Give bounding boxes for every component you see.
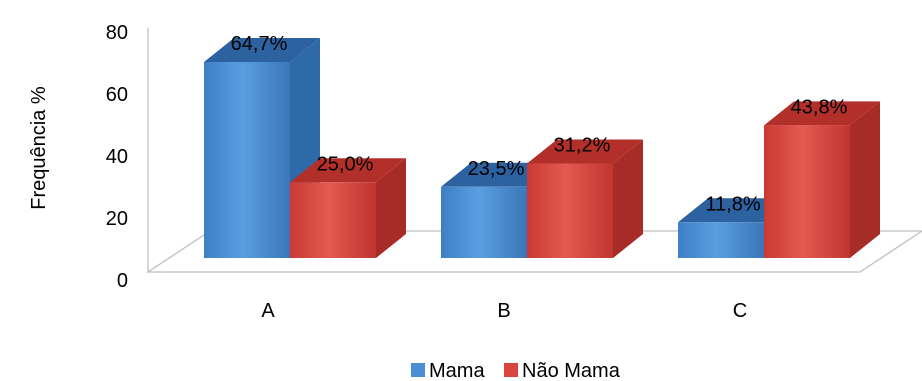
data-label-nao-mama-b: 31,2%: [554, 134, 611, 156]
bar-top-nao-mama-c: [764, 101, 880, 126]
data-label-mama-c: 11,8%: [705, 193, 760, 215]
y-tick-label: 60: [106, 84, 128, 106]
data-label-nao-mama-c: 43,8%: [791, 96, 848, 118]
y-axis-title: Frequência %: [28, 86, 50, 210]
bar-side-nao-mama-b: [613, 139, 643, 258]
bar-mama-b: [441, 186, 527, 258]
bar-mama-a: [204, 62, 290, 258]
legend-label-mama: Mama: [429, 360, 485, 381]
bar-side-nao-mama-a: [376, 158, 406, 258]
data-label-nao-mama-a: 25,0%: [317, 153, 374, 175]
legend-label-nao-mama: Não Mama: [522, 360, 621, 381]
bar-nao-mama-a: [290, 182, 376, 258]
bar-side-nao-mama-c: [850, 101, 880, 259]
y-tick-label: 40: [106, 146, 128, 168]
floor-plane: [145, 230, 922, 273]
category-label-c: C: [733, 300, 747, 322]
x-axis-labels: A B C: [261, 300, 747, 322]
bar-top-nao-mama-a: [290, 158, 406, 183]
category-label-b: B: [497, 300, 510, 322]
chart-floor: [145, 28, 922, 273]
bars-group: [204, 38, 880, 259]
category-label-a: A: [261, 300, 275, 322]
bar-nao-mama-b: [527, 163, 613, 258]
legend-swatch-mama: [411, 363, 425, 377]
bar-top-mama-a: [204, 38, 320, 62]
bar-top-nao-mama-b: [527, 139, 643, 164]
y-tick-label: 20: [106, 208, 128, 230]
legend-swatch-nao-mama: [504, 363, 518, 377]
data-label-mama-b: 23,5%: [468, 158, 525, 180]
y-tick-label: 80: [106, 22, 128, 44]
bar-nao-mama-c: [764, 125, 850, 259]
y-tick-label: 0: [117, 270, 128, 292]
data-labels: 64,7% 23,5% 11,8% 25,0% 31,2% 43,8%: [231, 33, 848, 215]
legend: Mama Não Mama: [411, 360, 621, 381]
data-label-mama-a: 64,7%: [231, 33, 288, 55]
y-axis-ticks: 0 20 40 60 80: [106, 22, 128, 292]
bar-mama-c: [678, 222, 764, 258]
